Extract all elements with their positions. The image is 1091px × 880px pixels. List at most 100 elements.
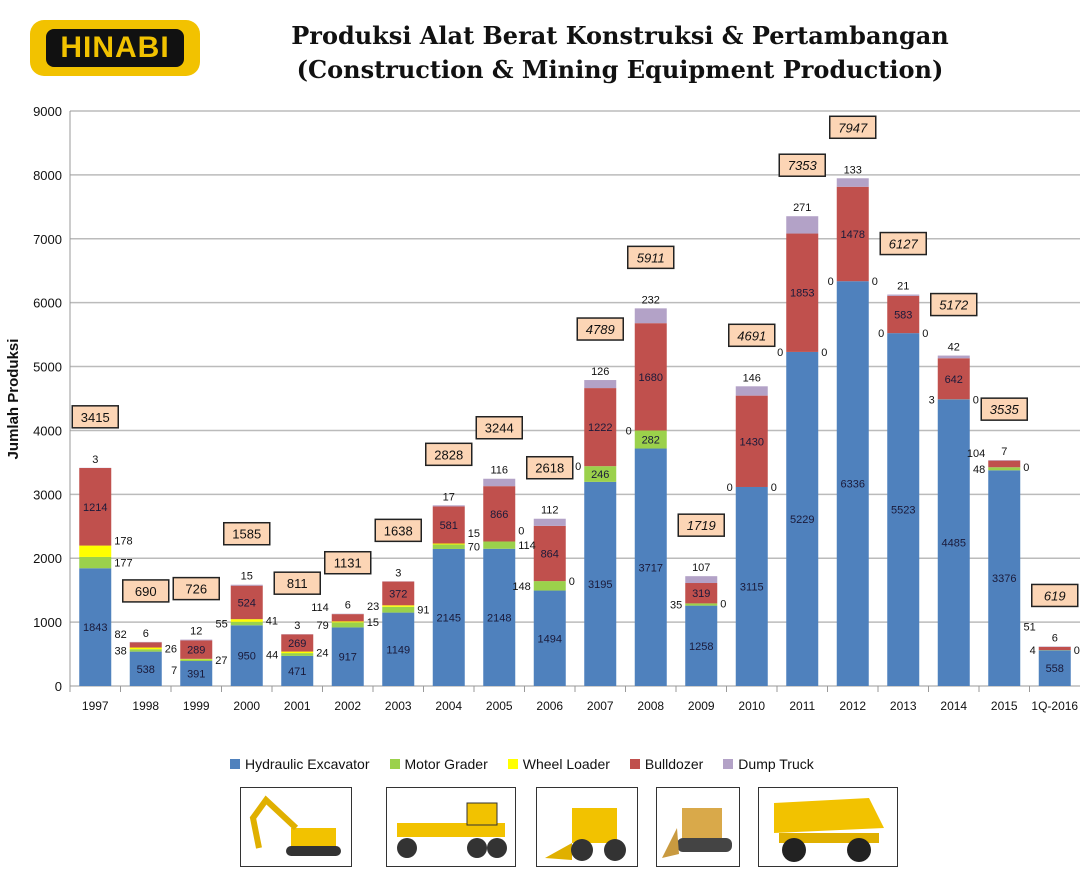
data-label: 48 [973, 464, 985, 476]
total-label: 7947 [838, 120, 868, 135]
bar-segment-hydraulic-excavator [685, 605, 718, 686]
bar-segment-hydraulic-excavator [937, 399, 970, 686]
legend-item: Wheel Loader [507, 756, 610, 772]
data-label: 2145 [437, 612, 461, 624]
data-label: 0 [1023, 462, 1029, 474]
data-label: 0 [878, 328, 884, 340]
data-label: 471 [288, 666, 306, 678]
x-tick-label: 2009 [688, 699, 715, 713]
bar-segment-bulldozer [1038, 646, 1071, 651]
total-label: 3415 [81, 410, 110, 425]
bar-segment-hydraulic-excavator [331, 627, 364, 686]
y-tick-label: 6000 [33, 296, 62, 311]
total-box [980, 397, 1028, 421]
data-label: 1494 [538, 633, 562, 645]
total-label: 6127 [889, 237, 919, 252]
data-label: 44 [266, 650, 278, 662]
data-label: 3195 [588, 579, 612, 591]
data-label: 114 [311, 602, 329, 614]
x-tick-label: 2014 [940, 699, 967, 713]
y-tick-label: 8000 [33, 168, 62, 183]
bar-segment-motor-grader [180, 659, 213, 662]
data-label: 0 [1074, 645, 1080, 657]
x-tick-label: 1999 [183, 699, 210, 713]
data-label: 538 [137, 664, 155, 676]
bar-segment-bulldozer [887, 295, 920, 334]
data-label: 391 [187, 669, 205, 681]
bar-segment-bulldozer [230, 585, 263, 620]
data-label: 7 [1001, 446, 1007, 458]
bar-segment-bulldozer [988, 460, 1021, 468]
data-label: 112 [541, 505, 559, 517]
bar-segment-bulldozer [584, 388, 617, 467]
bar-segment-hydraulic-excavator [836, 281, 869, 686]
data-label: 3115 [740, 581, 764, 593]
total-box [829, 115, 877, 140]
x-tick-label: 2005 [486, 699, 513, 713]
total-label: 4789 [586, 322, 615, 337]
bar-segment-motor-grader [382, 606, 415, 613]
bar-segment-bulldozer [786, 233, 819, 352]
bar-segment-dump-truck [584, 380, 617, 389]
data-label: 0 [771, 482, 777, 494]
y-tick-label: 5000 [33, 360, 62, 375]
legend-item: Dump Truck [723, 756, 814, 772]
total-box [475, 415, 523, 440]
data-label: 5523 [891, 505, 915, 517]
total-label: 7353 [788, 158, 818, 173]
data-label: 178 [114, 535, 132, 547]
data-label: 1843 [83, 622, 107, 634]
total-box [778, 153, 826, 177]
total-label: 4691 [737, 328, 766, 343]
data-label: 866 [490, 509, 508, 521]
dump-truck-icon [774, 798, 884, 862]
legend-item: Hydraulic Excavator [230, 756, 370, 772]
bar-segment-motor-grader [129, 649, 162, 652]
bar-segment-wheel-loader [432, 543, 465, 545]
data-label: 133 [844, 164, 862, 176]
chart-subtitle: (Construction & Mining Equipment Product… [296, 55, 944, 84]
legend-swatch [629, 759, 640, 769]
data-label: 1222 [588, 422, 612, 434]
data-label: 2148 [487, 612, 511, 624]
bar-segment-wheel-loader [79, 545, 112, 557]
data-label: 0 [821, 347, 827, 359]
x-tick-label: 2008 [637, 699, 664, 713]
bar-segment-motor-grader [281, 653, 314, 656]
bar-segment-hydraulic-excavator [988, 470, 1021, 686]
total-label: 1638 [384, 523, 413, 538]
x-tick-label: 2002 [334, 699, 361, 713]
data-label: 232 [642, 294, 660, 306]
total-box [576, 317, 624, 341]
data-label: 15 [468, 528, 480, 540]
bar-segment-hydraulic-excavator [887, 333, 920, 686]
wheel-loader-picture [536, 787, 638, 867]
data-label: 35 [670, 600, 682, 612]
data-label: 148 [512, 581, 530, 593]
data-label: 269 [288, 638, 306, 650]
data-label: 21 [897, 281, 909, 293]
bar-segment-bulldozer [79, 468, 112, 546]
data-label: 0 [727, 482, 733, 494]
bar-segment-bulldozer [735, 395, 768, 487]
total-label: 690 [135, 584, 157, 599]
data-label: 0 [575, 461, 581, 473]
y-tick-label: 7000 [33, 232, 62, 247]
bar-segment-dump-truck [432, 505, 465, 507]
total-box [627, 245, 675, 270]
data-label: 23 [367, 601, 379, 613]
total-box [273, 571, 321, 595]
bar-segment-motor-grader [230, 621, 263, 626]
legend-label: Motor Grader [404, 756, 488, 772]
data-label: 4485 [942, 538, 966, 550]
bar-segment-motor-grader [483, 541, 516, 549]
bar-segment-dump-truck [836, 178, 869, 187]
data-label: 3 [92, 454, 98, 466]
excavator-icon [249, 795, 341, 856]
data-label: 1853 [790, 288, 814, 300]
total-box [223, 521, 271, 546]
data-label: 79 [317, 620, 329, 632]
dump-truck-picture [758, 787, 898, 867]
data-label: 5229 [790, 514, 814, 526]
legend-label: Dump Truck [738, 756, 814, 772]
